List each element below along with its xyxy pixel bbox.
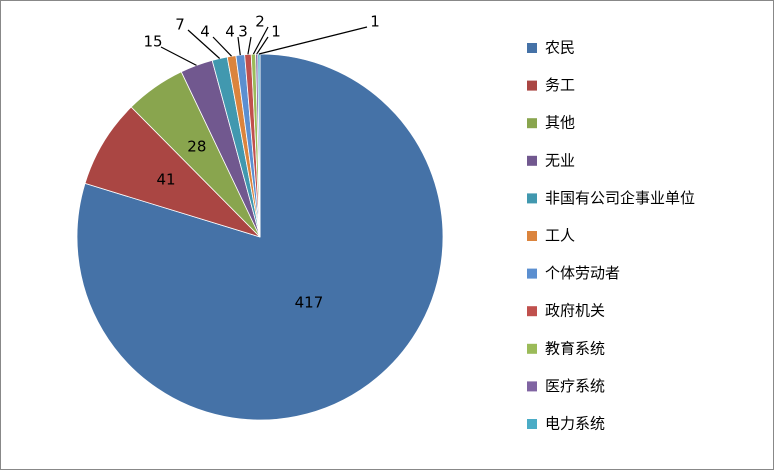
data-label: 4 <box>200 23 210 41</box>
leader-line <box>258 26 368 55</box>
legend-label: 农民 <box>545 39 575 57</box>
data-label: 28 <box>187 138 206 156</box>
legend-label: 个体劳动者 <box>545 264 620 282</box>
leader-line <box>237 36 241 56</box>
leader-line <box>160 46 197 66</box>
legend-swatch <box>527 268 537 279</box>
data-label: 417 <box>295 294 324 312</box>
legend-label: 务工 <box>545 76 575 94</box>
leader-line <box>252 26 269 55</box>
legend-swatch <box>527 193 537 204</box>
legend-swatch <box>527 231 537 241</box>
legend-label: 教育系统 <box>545 339 605 357</box>
legend-label: 医疗系统 <box>545 377 605 395</box>
legend-swatch <box>527 306 537 317</box>
leader-line <box>256 36 269 55</box>
data-label: 4 <box>225 23 235 41</box>
legend-label: 工人 <box>545 227 575 245</box>
data-label: 1 <box>370 13 380 31</box>
data-label: 1 <box>271 23 281 41</box>
legend-swatch <box>527 155 537 166</box>
leader-line <box>212 36 232 57</box>
data-label: 41 <box>156 171 175 189</box>
leader-line <box>247 36 252 55</box>
data-label: 3 <box>238 23 248 41</box>
pie-slice <box>76 53 444 421</box>
legend-swatch <box>527 419 537 429</box>
legend-label: 政府机关 <box>545 302 605 320</box>
legend-swatch <box>527 43 537 53</box>
legend-swatch <box>527 343 537 354</box>
legend-swatch <box>527 381 537 392</box>
leader-line <box>187 29 221 59</box>
legend-swatch <box>527 118 537 129</box>
legend-label: 非国有公司企事业单位 <box>545 189 695 207</box>
data-label: 15 <box>143 33 162 51</box>
legend-label: 电力系统 <box>545 415 605 433</box>
legend-swatch <box>527 80 537 91</box>
data-label: 2 <box>255 13 265 31</box>
legend-label: 无业 <box>545 151 575 169</box>
legend-label: 其他 <box>545 114 575 132</box>
data-label: 7 <box>175 16 185 34</box>
